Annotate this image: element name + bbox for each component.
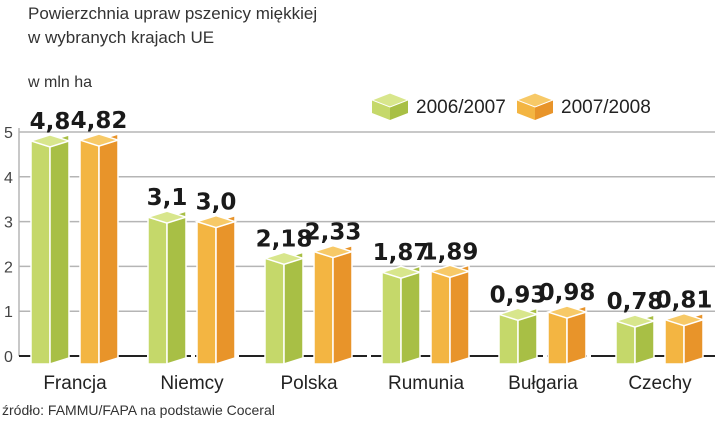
bar-top bbox=[662, 312, 706, 327]
bar-front bbox=[498, 313, 519, 365]
data-label: 0,78 bbox=[607, 289, 664, 315]
bar-side bbox=[449, 264, 470, 366]
legend-label: 2007/2008 bbox=[561, 97, 651, 118]
legend-swatch-side bbox=[535, 100, 553, 120]
x-tick-label: Polska bbox=[280, 373, 337, 394]
bar-front bbox=[264, 257, 285, 365]
data-label: 3,0 bbox=[196, 190, 237, 216]
bar-side bbox=[400, 265, 421, 366]
legend-swatch-front bbox=[372, 100, 390, 120]
y-tick-label: 4 bbox=[4, 170, 13, 187]
bar-top bbox=[613, 314, 657, 328]
data-label: 0,93 bbox=[490, 282, 547, 308]
y-tick-label: 5 bbox=[4, 125, 13, 142]
y-tick-label: 0 bbox=[4, 349, 13, 366]
bar-top bbox=[145, 210, 189, 224]
legend-swatch-side bbox=[390, 100, 408, 120]
bar-top bbox=[428, 264, 472, 279]
legend-label: 2006/2007 bbox=[416, 97, 506, 118]
bar-side bbox=[634, 314, 655, 366]
x-tick-label: Rumunia bbox=[388, 373, 464, 394]
bar-front bbox=[664, 318, 685, 365]
data-label: 2,33 bbox=[305, 220, 362, 246]
y-tick-label: 2 bbox=[4, 259, 13, 276]
y-tick-label: 3 bbox=[4, 215, 13, 232]
bar-front bbox=[147, 216, 168, 365]
bar-side bbox=[517, 307, 538, 366]
bar-front bbox=[313, 250, 334, 365]
bar-side bbox=[283, 251, 304, 366]
bar-top bbox=[545, 305, 589, 319]
legend-swatch-front bbox=[517, 100, 535, 120]
data-label: 2,18 bbox=[256, 226, 313, 252]
chart-title-line-2: w wybranych krajach UE bbox=[28, 28, 215, 47]
y-tick-label: 1 bbox=[4, 304, 13, 321]
bar-front bbox=[196, 220, 217, 365]
source-note: źródło: FAMMU/FAPA na podstawie Coceral bbox=[2, 402, 275, 418]
x-tick-label: Bułgaria bbox=[508, 373, 578, 394]
bar-side bbox=[215, 214, 236, 366]
bar-top bbox=[311, 244, 355, 259]
x-tick-label: Niemcy bbox=[160, 373, 224, 394]
bar-side bbox=[683, 312, 704, 366]
legend-swatch-top bbox=[515, 92, 555, 108]
bar-front bbox=[615, 320, 636, 365]
bar-side bbox=[332, 244, 353, 366]
bar-front bbox=[79, 139, 100, 365]
chart-title-line-1: Powierzchnia upraw pszenicy miękkiej bbox=[28, 4, 318, 23]
data-label: 3,1 bbox=[147, 185, 188, 211]
bar-front bbox=[430, 270, 451, 365]
bar-top bbox=[379, 265, 423, 280]
data-label: 4,8 bbox=[30, 109, 71, 135]
bar-side bbox=[49, 133, 70, 366]
bar-top bbox=[262, 251, 306, 266]
bar-side bbox=[98, 133, 119, 366]
data-label: 1,89 bbox=[422, 239, 479, 265]
x-tick-label: Francja bbox=[43, 373, 107, 394]
bar-front bbox=[30, 140, 51, 365]
bar-top bbox=[77, 133, 121, 147]
data-label: 4,82 bbox=[71, 108, 128, 134]
bar-top bbox=[194, 214, 238, 229]
bar-top bbox=[496, 307, 540, 322]
legend-swatch-top bbox=[370, 92, 410, 108]
bar-front bbox=[547, 311, 568, 365]
x-tick-label: Czechy bbox=[628, 373, 692, 394]
y-axis-label: w mln ha bbox=[28, 74, 93, 91]
data-label: 0,98 bbox=[539, 280, 596, 306]
data-label: 0,81 bbox=[656, 288, 713, 314]
bar-front bbox=[381, 271, 402, 365]
bar-side bbox=[566, 305, 587, 366]
bar-top bbox=[28, 134, 72, 148]
data-label: 1,87 bbox=[373, 240, 430, 266]
chart-title: Powierzchnia upraw pszenicy miękkiej w w… bbox=[28, 2, 317, 50]
bar-side bbox=[166, 210, 187, 366]
